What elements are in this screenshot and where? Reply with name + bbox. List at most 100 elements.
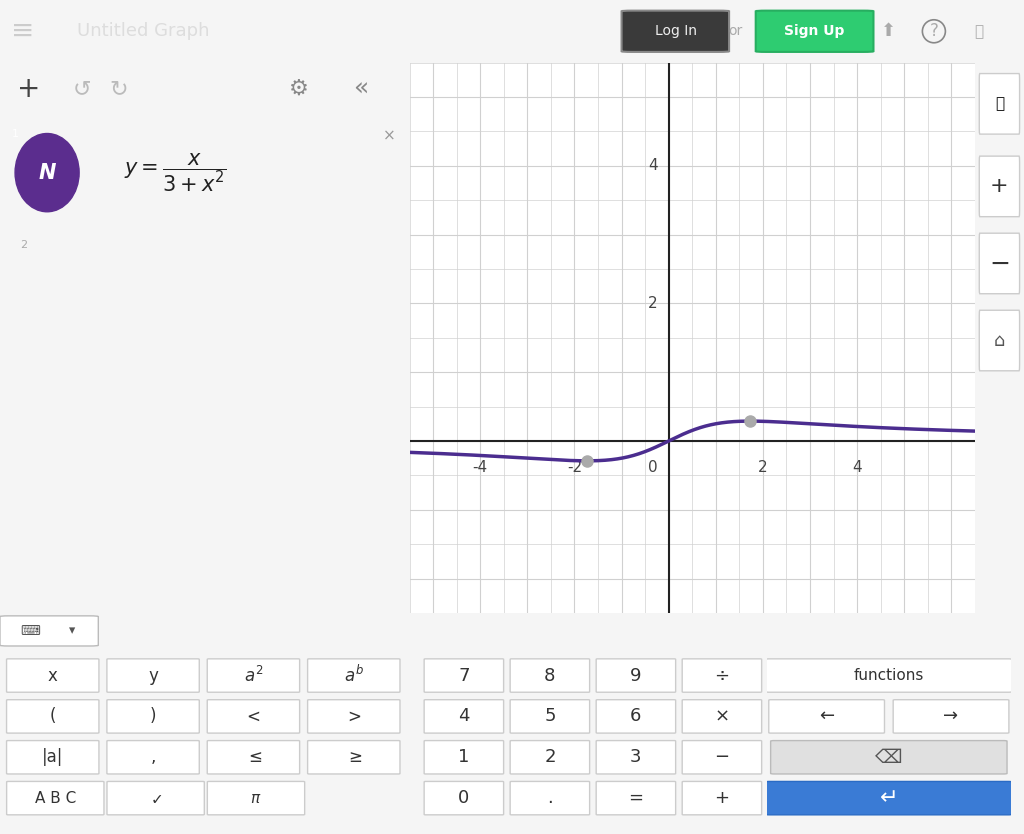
FancyBboxPatch shape (979, 73, 1020, 134)
Text: ⚙: ⚙ (289, 79, 309, 98)
FancyBboxPatch shape (979, 156, 1020, 217)
Circle shape (15, 133, 79, 212)
Text: 7: 7 (458, 666, 470, 685)
Text: 6: 6 (630, 707, 642, 726)
FancyBboxPatch shape (106, 741, 200, 774)
Text: +: + (17, 75, 40, 103)
FancyBboxPatch shape (207, 741, 300, 774)
Text: 8: 8 (544, 666, 556, 685)
FancyBboxPatch shape (682, 781, 762, 815)
Text: «: « (353, 77, 368, 101)
FancyBboxPatch shape (106, 781, 205, 815)
Text: 🔧: 🔧 (995, 97, 1004, 111)
Text: N: N (38, 163, 56, 183)
FancyBboxPatch shape (207, 781, 305, 815)
FancyBboxPatch shape (106, 659, 200, 692)
Text: ×: × (383, 128, 395, 143)
Text: $\pi$: $\pi$ (250, 791, 262, 806)
Text: A B C: A B C (35, 791, 76, 806)
Text: ⌂: ⌂ (993, 332, 1006, 349)
Text: Sign Up: Sign Up (784, 24, 844, 38)
FancyBboxPatch shape (307, 741, 400, 774)
Text: ×: × (715, 707, 729, 726)
FancyBboxPatch shape (769, 700, 885, 733)
Text: |a|: |a| (42, 748, 63, 766)
Text: 🌐: 🌐 (975, 24, 983, 38)
FancyBboxPatch shape (771, 741, 1007, 774)
Text: 4: 4 (648, 158, 657, 173)
FancyBboxPatch shape (6, 741, 99, 774)
Text: 0: 0 (648, 460, 657, 475)
FancyBboxPatch shape (510, 659, 590, 692)
Text: ↺: ↺ (73, 79, 91, 98)
Text: ↵: ↵ (880, 788, 898, 808)
FancyBboxPatch shape (6, 781, 104, 815)
Text: ⬆: ⬆ (882, 23, 896, 40)
FancyBboxPatch shape (307, 700, 400, 733)
Text: ,: , (151, 748, 156, 766)
Text: (: ( (49, 707, 56, 726)
Text: <: < (247, 707, 260, 726)
Text: $\leq$: $\leq$ (245, 748, 262, 766)
FancyBboxPatch shape (979, 234, 1020, 294)
Text: Log In: Log In (654, 24, 697, 38)
Text: +: + (990, 177, 1009, 196)
FancyBboxPatch shape (766, 659, 1012, 692)
Text: functions: functions (854, 668, 924, 683)
Text: ): ) (150, 707, 157, 726)
FancyBboxPatch shape (6, 700, 99, 733)
Text: 4: 4 (852, 460, 862, 475)
FancyBboxPatch shape (207, 700, 300, 733)
FancyBboxPatch shape (893, 700, 1009, 733)
Text: 2: 2 (758, 460, 768, 475)
Text: >: > (347, 707, 360, 726)
Text: ←: ← (819, 707, 835, 726)
FancyBboxPatch shape (424, 700, 504, 733)
Text: 1: 1 (12, 128, 19, 138)
Text: .: . (547, 789, 553, 807)
Text: ▾: ▾ (69, 625, 75, 637)
FancyBboxPatch shape (510, 781, 590, 815)
FancyBboxPatch shape (979, 310, 1020, 371)
Text: 2: 2 (20, 240, 28, 250)
FancyBboxPatch shape (596, 659, 676, 692)
FancyBboxPatch shape (106, 700, 200, 733)
Text: $a^b$: $a^b$ (344, 665, 364, 686)
FancyBboxPatch shape (756, 11, 873, 52)
FancyBboxPatch shape (6, 659, 99, 692)
FancyBboxPatch shape (510, 741, 590, 774)
Text: +: + (715, 789, 729, 807)
Text: 3: 3 (630, 748, 642, 766)
Text: ?: ? (930, 23, 938, 40)
Text: ÷: ÷ (715, 666, 729, 685)
FancyBboxPatch shape (0, 615, 98, 646)
FancyBboxPatch shape (424, 741, 504, 774)
Text: 5: 5 (544, 707, 556, 726)
FancyBboxPatch shape (596, 741, 676, 774)
FancyBboxPatch shape (424, 781, 504, 815)
Text: ⌨: ⌨ (20, 624, 41, 638)
Text: −: − (715, 748, 729, 766)
FancyBboxPatch shape (510, 700, 590, 733)
Text: x: x (48, 666, 57, 685)
FancyBboxPatch shape (682, 700, 762, 733)
FancyBboxPatch shape (596, 700, 676, 733)
Text: ≡: ≡ (11, 18, 34, 45)
FancyBboxPatch shape (424, 659, 504, 692)
FancyBboxPatch shape (682, 741, 762, 774)
Text: $y = \dfrac{x}{3 + x^2}$: $y = \dfrac{x}{3 + x^2}$ (124, 152, 226, 193)
Text: $\geq$: $\geq$ (345, 748, 362, 766)
FancyBboxPatch shape (622, 11, 729, 52)
Text: -2: -2 (567, 460, 582, 475)
FancyBboxPatch shape (596, 781, 676, 815)
Text: y: y (148, 666, 158, 685)
FancyBboxPatch shape (766, 781, 1012, 815)
Text: =: = (629, 789, 643, 807)
Text: ↻: ↻ (110, 79, 128, 98)
Text: 2: 2 (544, 748, 556, 766)
Text: 4: 4 (458, 707, 470, 726)
Text: 0: 0 (459, 789, 469, 807)
Text: or: or (728, 24, 742, 38)
Text: −: − (989, 252, 1010, 275)
Text: $a^2$: $a^2$ (244, 666, 263, 686)
